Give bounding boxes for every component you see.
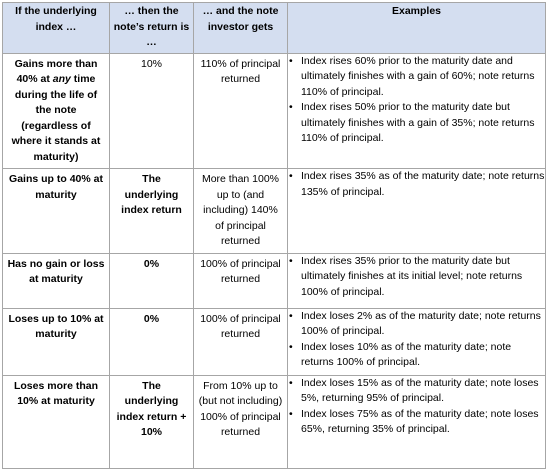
examples-cell: Index rises 35% as of the maturity date;… — [287, 168, 546, 254]
return-cell: 0% — [109, 307, 194, 376]
table-row: Gains up to 40% at maturity The underlyi… — [2, 168, 546, 254]
gets-cell: 110% of principal returned — [193, 52, 288, 169]
return-cell: 10% — [109, 52, 194, 169]
header-condition: If the underlying index … — [2, 2, 110, 54]
example-item: Index rises 60% prior to the maturity da… — [288, 54, 545, 101]
header-gets: … and the note investor gets — [193, 2, 288, 54]
condition-text-part: time during the life of the note (regard… — [11, 73, 101, 163]
examples-cell: Index loses 15% as of the maturity date;… — [287, 374, 546, 469]
example-item: Index rises 35% prior to the maturity da… — [288, 254, 545, 301]
table-row: Gains more than 40% at any time during t… — [2, 52, 546, 169]
gets-cell: More than 100% up to (and including) 140… — [193, 168, 288, 254]
examples-cell: Index rises 35% prior to the maturity da… — [287, 252, 546, 309]
condition-cell: Gains up to 40% at maturity — [2, 168, 110, 254]
condition-text-part: Gains more than 40% at — [14, 57, 98, 86]
table-row: Loses up to 10% at maturity 0% 100% of p… — [2, 307, 546, 376]
return-cell: The underlying index return + 10% — [109, 374, 194, 469]
examples-list: Index rises 60% prior to the maturity da… — [288, 54, 545, 147]
condition-emphasis: any — [52, 73, 71, 85]
example-item: Index loses 2% as of the maturity date; … — [288, 309, 545, 340]
condition-cell: Has no gain or loss at maturity — [2, 252, 110, 309]
return-cell: 0% — [109, 252, 194, 309]
examples-cell: Index loses 2% as of the maturity date; … — [287, 307, 546, 376]
examples-list: Index loses 15% as of the maturity date;… — [288, 376, 545, 438]
gets-cell: From 10% up to (but not including) 100% … — [193, 374, 288, 469]
example-item: Index rises 35% as of the maturity date;… — [288, 169, 545, 200]
examples-list: Index rises 35% prior to the maturity da… — [288, 254, 545, 301]
example-item: Index rises 50% prior to the maturity da… — [288, 100, 545, 147]
table-row: Has no gain or loss at maturity 0% 100% … — [2, 252, 546, 309]
condition-cell: Loses up to 10% at maturity — [2, 307, 110, 376]
example-item: Index loses 15% as of the maturity date;… — [288, 376, 545, 407]
gets-cell: 100% of principal returned — [193, 307, 288, 376]
example-item: Index loses 75% as of the maturity date;… — [288, 407, 545, 438]
condition-cell: Loses more than 10% at maturity — [2, 374, 110, 469]
examples-cell: Index rises 60% prior to the maturity da… — [287, 52, 546, 169]
examples-list: Index loses 2% as of the maturity date; … — [288, 309, 545, 371]
condition-cell: Gains more than 40% at any time during t… — [2, 52, 110, 169]
examples-list: Index rises 35% as of the maturity date;… — [288, 169, 545, 200]
header-examples: Examples — [287, 2, 546, 54]
gets-cell: 100% of principal returned — [193, 252, 288, 309]
header-row: If the underlying index … … then the not… — [2, 2, 546, 54]
example-item: Index loses 10% as of the maturity date;… — [288, 340, 545, 371]
header-return: … then the note’s return is … — [109, 2, 194, 54]
return-cell: The underlying index return — [109, 168, 194, 254]
table-row: Loses more than 10% at maturity The unde… — [2, 374, 546, 469]
